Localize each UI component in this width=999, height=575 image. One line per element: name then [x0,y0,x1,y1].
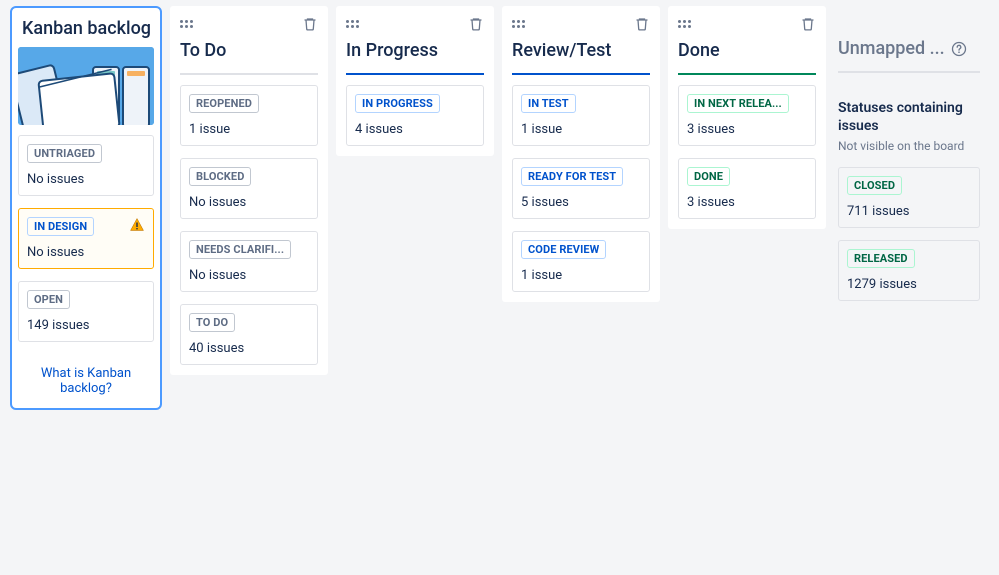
column-header-controls [668,6,826,34]
column-cards: REOPENED1 issueBLOCKEDNo issuesNEEDS CLA… [170,75,328,365]
status-card[interactable]: IN NEXT RELEA... 3 issues [678,85,816,146]
backlog-illustration [18,47,154,125]
column-header-controls [502,6,660,34]
backlog-cards: UNTRIAGED No issues IN DESIGN No issues OPEN… [18,125,154,342]
status-badge: CODE REVIEW [521,240,606,259]
status-badge: REOPENED [189,94,259,113]
status-card[interactable]: DONE 3 issues [678,158,816,219]
board-column: Review/Test IN TEST 1 issue READY FOR TEST 5… [502,6,660,302]
help-icon[interactable] [951,41,967,57]
column-title[interactable]: To Do [170,34,328,73]
trash-icon[interactable] [634,16,650,32]
status-card[interactable]: IN TEST 1 issue [512,85,650,146]
status-badge: IN NEXT RELEA... [687,94,789,113]
unmapped-heading: Statuses containing issues [838,99,980,135]
unmapped-column: Unmapped ... Statuses containing issues … [834,6,984,301]
status-card[interactable]: IN PROGRESS 4 issues [346,85,484,146]
status-badge: NEEDS CLARIFI... [189,240,291,259]
warning-icon [129,217,145,233]
unmapped-divider [838,71,980,73]
status-badge: RELEASED [847,249,915,268]
status-card[interactable]: TO DO 40 issues [180,304,318,365]
column-title[interactable]: In Progress [336,34,494,73]
drag-handle-icon[interactable] [512,20,525,28]
status-card[interactable]: CLOSED 711 issues [838,167,980,228]
status-badge: IN TEST [521,94,576,113]
status-badge: IN PROGRESS [355,94,440,113]
issue-count: 4 issues [355,122,475,137]
drag-handle-icon[interactable] [180,20,193,28]
column-header-controls [336,6,494,34]
column-cards: IN NEXT RELEA... 3 issues DONE 3 issues [668,75,826,219]
issue-count: 5 issues [521,195,641,210]
board-column: To DoREOPENED1 issueBLOCKEDNo issuesNEED… [170,6,328,375]
issue-count: 3 issues [687,122,807,137]
trash-icon[interactable] [468,16,484,32]
backlog-title: Kanban backlog [18,14,154,47]
unmapped-title: Unmapped ... [838,38,945,59]
board-column: In Progress IN PROGRESS 4 issues [336,6,494,156]
column-cards: IN PROGRESS 4 issues [336,75,494,146]
status-card[interactable]: NEEDS CLARIFI... No issues [180,231,318,292]
unmapped-cards: CLOSED 711 issues RELEASED 1279 issues [838,167,980,301]
drag-handle-icon[interactable] [346,20,359,28]
issue-count: 1 issue [521,122,641,137]
status-card[interactable]: BLOCKED No issues [180,158,318,219]
trash-icon[interactable] [800,16,816,32]
board-column: Done IN NEXT RELEA... 3 issues DONE 3 issues [668,6,826,229]
issue-count: 1 issue [521,268,641,283]
issue-count: 1 issue [189,122,309,137]
status-card[interactable]: READY FOR TEST 5 issues [512,158,650,219]
status-card[interactable]: REOPENED 1 issue [180,85,318,146]
backlog-column: Kanban backlog UNTRIAGEDNo issuesIN DESI… [10,6,162,410]
status-badge: DONE [687,167,730,186]
unmapped-title-row: Unmapped ... [838,6,980,71]
status-badge: UNTRIAGED [27,144,102,163]
unmapped-subheading: Not visible on the board [838,139,980,153]
status-card[interactable]: UNTRIAGED No issues [18,135,154,196]
kanban-board: Kanban backlog UNTRIAGEDNo issuesIN DESI… [0,0,999,410]
status-badge: READY FOR TEST [521,167,623,186]
status-card[interactable]: IN DESIGN No issues [18,208,154,269]
issue-count: 3 issues [687,195,807,210]
backlog-help-link[interactable]: What is Kanban backlog? [18,342,154,402]
status-card[interactable]: RELEASED 1279 issues [838,240,980,301]
status-card[interactable]: OPEN 149 issues [18,281,154,342]
issue-count: No issues [189,268,309,283]
column-header-controls [170,6,328,34]
issue-count: 149 issues [27,318,145,333]
issue-count: 40 issues [189,341,309,356]
status-badge: BLOCKED [189,167,251,186]
column-cards: IN TEST 1 issue READY FOR TEST 5 issues CODE… [502,75,660,292]
column-title[interactable]: Review/Test [502,34,660,73]
status-badge: CLOSED [847,176,902,195]
status-badge: IN DESIGN [27,217,94,236]
trash-icon[interactable] [302,16,318,32]
issue-count: No issues [27,172,145,187]
status-card[interactable]: CODE REVIEW 1 issue [512,231,650,292]
column-title[interactable]: Done [668,34,826,73]
status-badge: OPEN [27,290,70,309]
issue-count: 711 issues [847,204,971,219]
status-badge: TO DO [189,313,235,332]
issue-count: 1279 issues [847,277,971,292]
drag-handle-icon[interactable] [678,20,691,28]
issue-count: No issues [27,245,145,260]
issue-count: No issues [189,195,309,210]
